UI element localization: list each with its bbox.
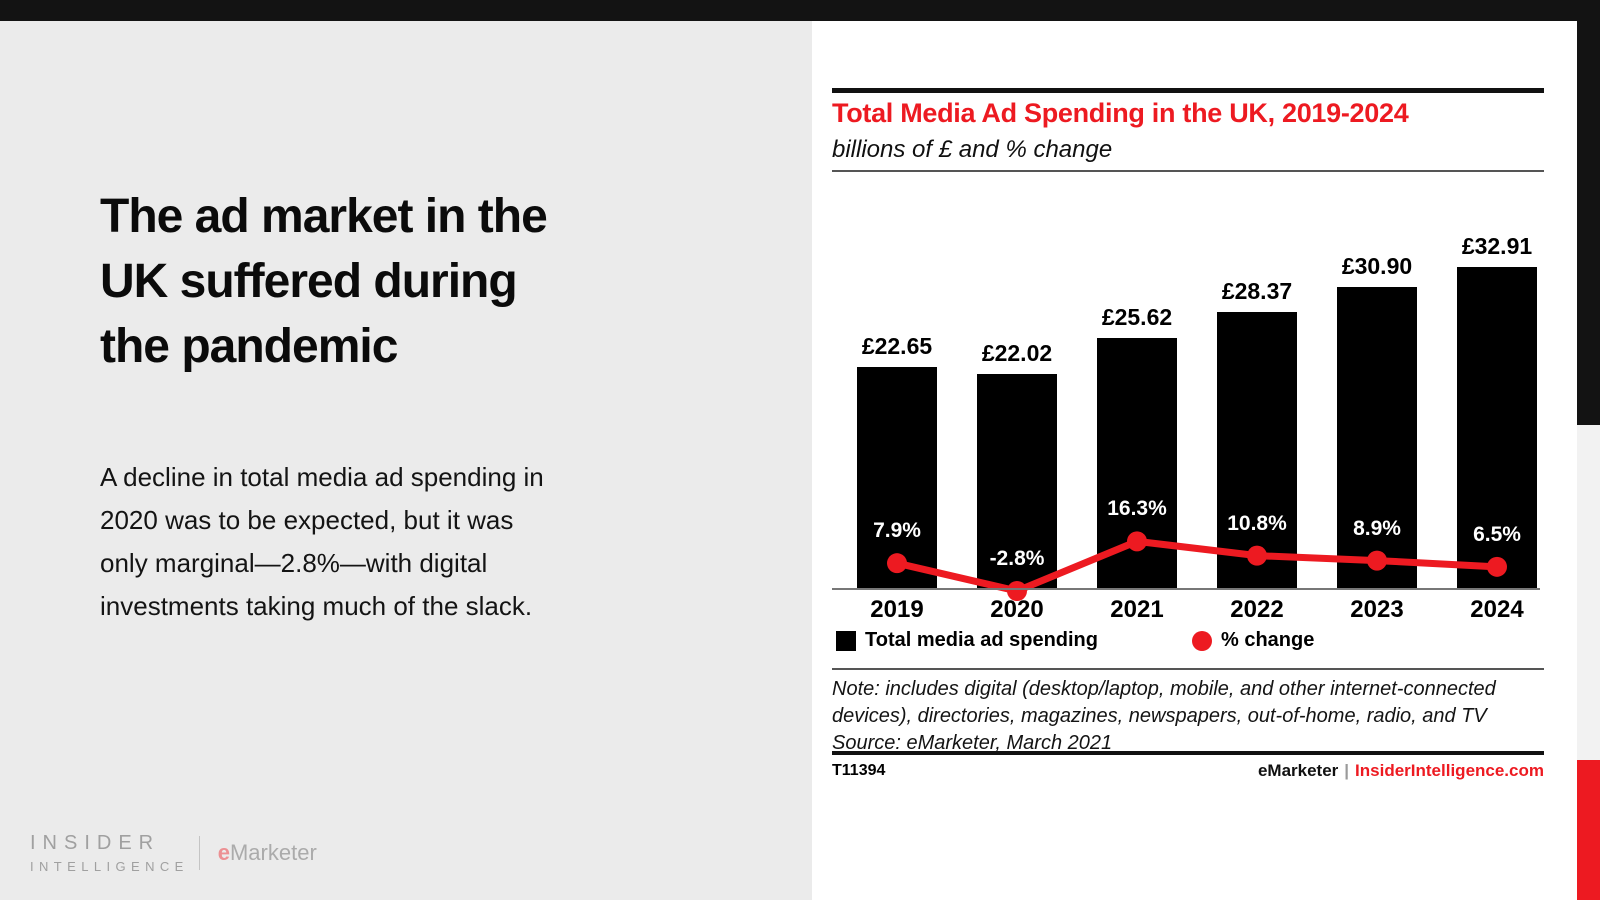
x-axis-label: 2023 [1350,596,1404,623]
footer-separator: | [1344,761,1350,780]
bar-value-label: £22.02 [981,339,1053,366]
chart-title: Total Media Ad Spending in the UK, 2019-… [832,98,1409,128]
x-axis-label: 2019 [870,596,924,623]
chart-id: T11394 [832,762,886,779]
emarketer-logo-rest: Marketer [229,840,317,865]
legend-pct-change: % change [1192,629,1315,651]
headline-line: the pandemic [100,320,398,373]
chart-note: Note: includes digital (desktop/laptop, … [832,676,1544,757]
legend-line-label: % change [1221,629,1315,651]
chart-subtitle: billions of £ and % change [832,136,1113,163]
legend-bar-label: Total media ad spending [865,629,1098,651]
left-panel [0,21,812,900]
bar-value-label: £25.62 [1101,304,1173,331]
x-axis-line [832,588,1540,590]
right-edge-red-strip [1577,760,1600,900]
footer-rule [832,751,1544,755]
pct-change-label: 10.8% [1227,511,1287,535]
insider-logo-line1: INSIDER [30,832,161,854]
right-edge-gray-strip [1577,425,1600,760]
brand-logos: INSIDER INTELLIGENCE eMarketer [30,832,317,874]
pct-change-label: 6.5% [1473,522,1521,546]
bar-2021 [1097,338,1177,589]
bar-2024 [1457,267,1537,589]
emarketer-logo-e: e [217,840,230,865]
bar-value-label: £30.90 [1341,252,1413,279]
headline-line: UK suffered during [100,255,518,308]
note-line: Note: includes digital (desktop/laptop, … [832,678,1496,700]
pct-change-label: 8.9% [1353,516,1401,540]
pct-change-label: 16.3% [1107,497,1167,521]
insider-intelligence-logo: INSIDER INTELLIGENCE [30,832,189,874]
footer-emarketer: eMarketer [1257,761,1339,780]
body-line: investments taking much of the slack. [100,591,533,621]
footer-attribution: eMarketer | InsiderIntelligence.com [1258,761,1544,781]
note-line: devices), directories, magazines, newspa… [832,705,1487,727]
emarketer-logo: eMarketer [218,840,317,866]
note-rule [832,668,1544,670]
x-axis-label: 2020 [990,596,1044,623]
legend-bar-swatch-icon [836,630,856,651]
legend-line-swatch-icon [1192,630,1212,651]
top-black-bar [0,0,1600,21]
footer-site-link: InsiderIntelligence.com [1355,761,1544,780]
body-line: only marginal—2.8%—with digital [100,548,488,578]
bar-2022 [1217,311,1297,589]
slide-headline: The ad market in the UK suffered during … [100,184,740,379]
logo-divider [198,836,200,870]
note-line: Source: eMarketer, March 2021 [832,732,1113,754]
insider-logo-line2: INTELLIGENCE [30,859,189,874]
bar-2019 [857,367,937,589]
body-line: 2020 was to be expected, but it was [100,505,514,535]
pct-change-label: 7.9% [873,519,921,543]
right-edge-black-strip [1577,21,1600,425]
chart-top-rule [832,88,1544,93]
chart-header-rule [832,170,1544,172]
bar-2023 [1337,286,1417,589]
slide-body-text: A decline in total media ad spending in … [100,456,660,628]
pct-change-label: -2.8% [989,547,1045,570]
x-axis-label: 2022 [1230,596,1284,623]
bar-value-label: £22.65 [861,333,933,360]
headline-line: The ad market in the [100,190,548,243]
bar-value-label: £32.91 [1461,233,1533,260]
x-axis-label: 2021 [1110,596,1164,623]
legend-total-media-ad-spending: Total media ad spending [836,629,1098,651]
body-line: A decline in total media ad spending in [100,462,544,492]
x-axis-label: 2024 [1470,596,1524,623]
bar-value-label: £28.37 [1221,277,1293,304]
